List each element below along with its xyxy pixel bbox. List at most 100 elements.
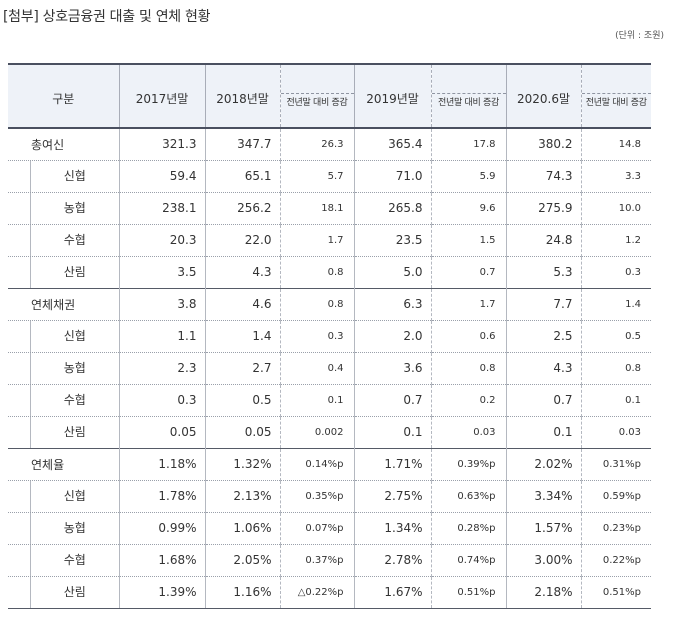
value-cell: 0.1 — [505, 416, 581, 449]
value-cell: 365.4 — [353, 127, 431, 161]
value-cell: 20.3 — [118, 224, 205, 257]
value-cell: 3.34% — [505, 480, 581, 513]
table-row: 신협 59.4 65.1 5.7 71.0 5.9 74.3 3.3 — [8, 160, 651, 193]
table-row: 농협 0.99% 1.06% 0.07%p 1.34% 0.28%p 1.57% 0.23%p — [8, 512, 651, 545]
table-row: 신협 1.78% 2.13% 0.35%p 2.75% 0.63%p 3.34% 0.59%p — [8, 480, 651, 513]
value-cell: 0.99% — [118, 512, 205, 545]
value-cell: 23.5 — [353, 224, 431, 257]
value-cell: 24.8 — [505, 224, 581, 257]
header-year-2018: 2018년말 — [204, 63, 280, 129]
value-cell: 0.05 — [118, 416, 205, 449]
header-change-2019: 전년말 대비 증감 — [430, 63, 506, 129]
change-value-cell: 5.7 — [279, 160, 354, 193]
value-cell: 65.1 — [204, 160, 280, 193]
row-label-text: 총여신 — [31, 137, 65, 152]
change-value-cell: 0.8 — [279, 287, 354, 321]
value-cell: 1.32% — [204, 447, 280, 481]
change-label: 전년말 대비 증감 — [582, 93, 651, 126]
table-row: 수협 1.68% 2.05% 0.37%p 2.78% 0.74%p 3.00% 0.22%p — [8, 544, 651, 577]
table-row: 산림 1.39% 1.16% △0.22%p 1.67% 0.51%p 2.18% 0.51%… — [8, 576, 651, 609]
header-year-2020: 2020.6말 — [505, 63, 581, 129]
table-row: 총여신 321.3 347.7 26.3 365.4 17.8 380.2 14.8 — [8, 127, 651, 161]
change-value-cell: 0.3 — [580, 256, 651, 289]
change-value-cell: 10.0 — [580, 192, 651, 225]
row-label-text: 신협 — [30, 480, 119, 511]
row-label-text: 산림 — [30, 576, 119, 607]
change-value-cell: 3.3 — [580, 160, 651, 193]
row-subcategory-label: 신협 — [8, 480, 119, 513]
value-cell: 7.7 — [505, 287, 581, 321]
value-cell: 2.18% — [505, 576, 581, 609]
header-year-2017: 2017년말 — [118, 63, 205, 129]
value-cell: 1.78% — [118, 480, 205, 513]
row-category-label: 연체채권 — [8, 287, 119, 321]
change-value-cell: 0.03 — [580, 416, 651, 449]
row-label-text: 농협 — [30, 352, 119, 383]
row-subcategory-label: 신협 — [8, 160, 119, 193]
value-cell: 1.68% — [118, 544, 205, 577]
table-row: 농협 238.1 256.2 18.1 265.8 9.6 275.9 10.0 — [8, 192, 651, 225]
change-value-cell: 0.1 — [580, 384, 651, 417]
change-value-cell: 0.23%p — [580, 512, 651, 545]
row-category-label: 총여신 — [8, 127, 119, 161]
change-value-cell: 0.37%p — [279, 544, 354, 577]
value-cell: 380.2 — [505, 127, 581, 161]
change-label: 전년말 대비 증감 — [432, 93, 506, 126]
value-cell: 256.2 — [204, 192, 280, 225]
change-value-cell: 0.63%p — [430, 480, 506, 513]
row-label-text: 연체율 — [31, 457, 65, 472]
change-value-cell: 0.1 — [279, 384, 354, 417]
change-value-cell: 0.39%p — [430, 447, 506, 481]
value-cell: 2.02% — [505, 447, 581, 481]
row-label-text: 산림 — [30, 256, 119, 287]
change-value-cell: 14.8 — [580, 127, 651, 161]
header-year-2019: 2019년말 — [353, 63, 431, 129]
change-value-cell: 26.3 — [279, 127, 354, 161]
row-label-text: 농협 — [30, 192, 119, 223]
change-value-cell: △0.22%p — [279, 576, 354, 609]
change-value-cell: 1.7 — [430, 287, 506, 321]
change-value-cell: 0.8 — [580, 352, 651, 385]
row-subcategory-label: 수협 — [8, 224, 119, 257]
change-value-cell: 0.7 — [430, 256, 506, 289]
change-value-cell: 0.14%p — [279, 447, 354, 481]
value-cell: 5.3 — [505, 256, 581, 289]
value-cell: 0.5 — [204, 384, 280, 417]
value-cell: 3.8 — [118, 287, 205, 321]
change-value-cell: 5.9 — [430, 160, 506, 193]
loan-delinquency-table: 구분 2017년말 2018년말 전년말 대비 증감 2019년말 전년말 대비… — [8, 63, 651, 609]
row-subcategory-label: 산림 — [8, 416, 119, 449]
change-value-cell: 0.51%p — [580, 576, 651, 609]
value-cell: 3.5 — [118, 256, 205, 289]
table-row: 연체율 1.18% 1.32% 0.14%p 1.71% 0.39%p 2.02% 0.31%… — [8, 447, 651, 481]
value-cell: 6.3 — [353, 287, 431, 321]
value-cell: 1.71% — [353, 447, 431, 481]
value-cell: 2.75% — [353, 480, 431, 513]
table-row: 수협 0.3 0.5 0.1 0.7 0.2 0.7 0.1 — [8, 384, 651, 417]
value-cell: 1.16% — [204, 576, 280, 609]
row-label-text: 신협 — [30, 320, 119, 351]
value-cell: 347.7 — [204, 127, 280, 161]
row-label-text: 연체채권 — [31, 297, 76, 312]
change-value-cell: 0.8 — [430, 352, 506, 385]
change-value-cell: 0.002 — [279, 416, 354, 449]
value-cell: 2.5 — [505, 320, 581, 353]
value-cell: 4.3 — [505, 352, 581, 385]
table-body: 총여신 321.3 347.7 26.3 365.4 17.8 380.2 14.8 신협 59.… — [8, 127, 651, 609]
table-row: 산림 3.5 4.3 0.8 5.0 0.7 5.3 0.3 — [8, 256, 651, 289]
row-label-text: 신협 — [30, 160, 119, 191]
value-cell: 0.1 — [353, 416, 431, 449]
change-value-cell: 0.8 — [279, 256, 354, 289]
row-label-text: 수협 — [30, 544, 119, 575]
value-cell: 2.05% — [204, 544, 280, 577]
change-value-cell: 1.5 — [430, 224, 506, 257]
value-cell: 4.6 — [204, 287, 280, 321]
value-cell: 275.9 — [505, 192, 581, 225]
value-cell: 2.13% — [204, 480, 280, 513]
change-value-cell: 0.59%p — [580, 480, 651, 513]
value-cell: 5.0 — [353, 256, 431, 289]
value-cell: 4.3 — [204, 256, 280, 289]
value-cell: 1.34% — [353, 512, 431, 545]
value-cell: 1.18% — [118, 447, 205, 481]
value-cell: 238.1 — [118, 192, 205, 225]
